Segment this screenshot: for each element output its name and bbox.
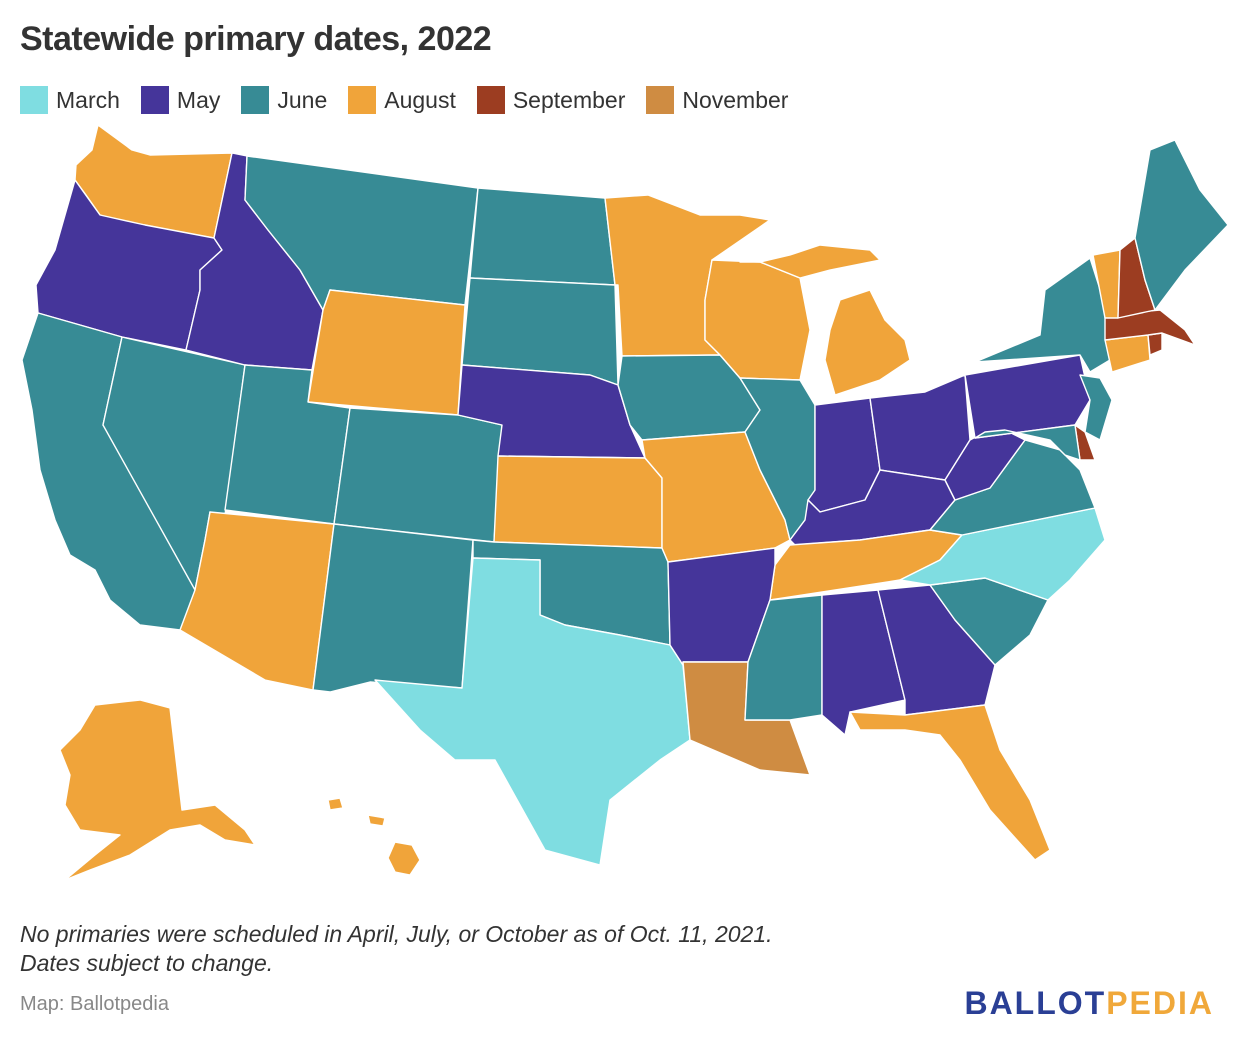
legend-item-september: September bbox=[476, 86, 626, 114]
source-credit: Map: Ballotpedia bbox=[20, 993, 169, 1015]
state-wyoming[interactable] bbox=[307, 289, 466, 416]
state-colorado[interactable] bbox=[333, 407, 503, 543]
logo-ballot-text: BALLOT bbox=[964, 985, 1107, 1021]
legend-label-august: August bbox=[384, 86, 456, 113]
footnote: No primaries were scheduled in April, Ju… bbox=[20, 920, 773, 978]
state-texas[interactable] bbox=[374, 557, 691, 866]
legend-item-march: March bbox=[20, 86, 120, 114]
state-kansas[interactable] bbox=[493, 455, 663, 549]
legend-label-november: November bbox=[682, 86, 789, 113]
legend-swatch-november bbox=[646, 86, 675, 114]
state-north-carolina[interactable] bbox=[899, 507, 1106, 601]
state-maryland[interactable] bbox=[974, 424, 1081, 461]
legend-item-november: November bbox=[646, 86, 788, 114]
state-michigan-upper[interactable] bbox=[739, 244, 881, 279]
legend-swatch-september bbox=[476, 86, 505, 114]
state-maine[interactable] bbox=[1134, 139, 1229, 311]
footnote-line-2: Dates subject to change. bbox=[20, 950, 274, 976]
legend: March May June August September November bbox=[20, 86, 809, 114]
ballotpedia-logo: BALLOTPEDIA bbox=[964, 985, 1214, 1022]
state-alaska[interactable] bbox=[59, 699, 256, 881]
state-michigan[interactable] bbox=[824, 289, 911, 396]
us-map bbox=[21, 124, 1229, 881]
footnote-line-1: No primaries were scheduled in April, Ju… bbox=[20, 921, 773, 947]
state-florida[interactable] bbox=[849, 704, 1051, 861]
state-rhode-island[interactable] bbox=[1147, 332, 1163, 356]
state-pennsylvania[interactable] bbox=[964, 354, 1091, 439]
legend-item-june: June bbox=[241, 86, 327, 114]
legend-label-may: May bbox=[176, 86, 221, 113]
legend-label-june: June bbox=[277, 86, 328, 113]
legend-swatch-june bbox=[241, 86, 270, 114]
legend-label-march: March bbox=[56, 86, 120, 113]
state-new-york[interactable] bbox=[974, 257, 1111, 373]
legend-swatch-august bbox=[348, 86, 377, 114]
legend-swatch-march bbox=[20, 86, 48, 114]
state-new-jersey[interactable] bbox=[1079, 374, 1113, 441]
legend-item-august: August bbox=[348, 86, 456, 114]
state-hawaii[interactable] bbox=[327, 797, 421, 876]
state-new-mexico[interactable] bbox=[312, 523, 474, 693]
state-massachusetts[interactable] bbox=[1104, 309, 1196, 346]
legend-item-may: May bbox=[140, 86, 221, 114]
chart-title: Statewide primary dates, 2022 bbox=[20, 20, 492, 58]
logo-pedia-text: PEDIA bbox=[1106, 985, 1214, 1021]
legend-swatch-may bbox=[140, 86, 169, 114]
legend-label-september: September bbox=[512, 86, 626, 113]
state-west-virginia[interactable] bbox=[944, 429, 1026, 501]
state-connecticut[interactable] bbox=[1104, 334, 1151, 373]
state-north-dakota[interactable] bbox=[469, 187, 616, 286]
